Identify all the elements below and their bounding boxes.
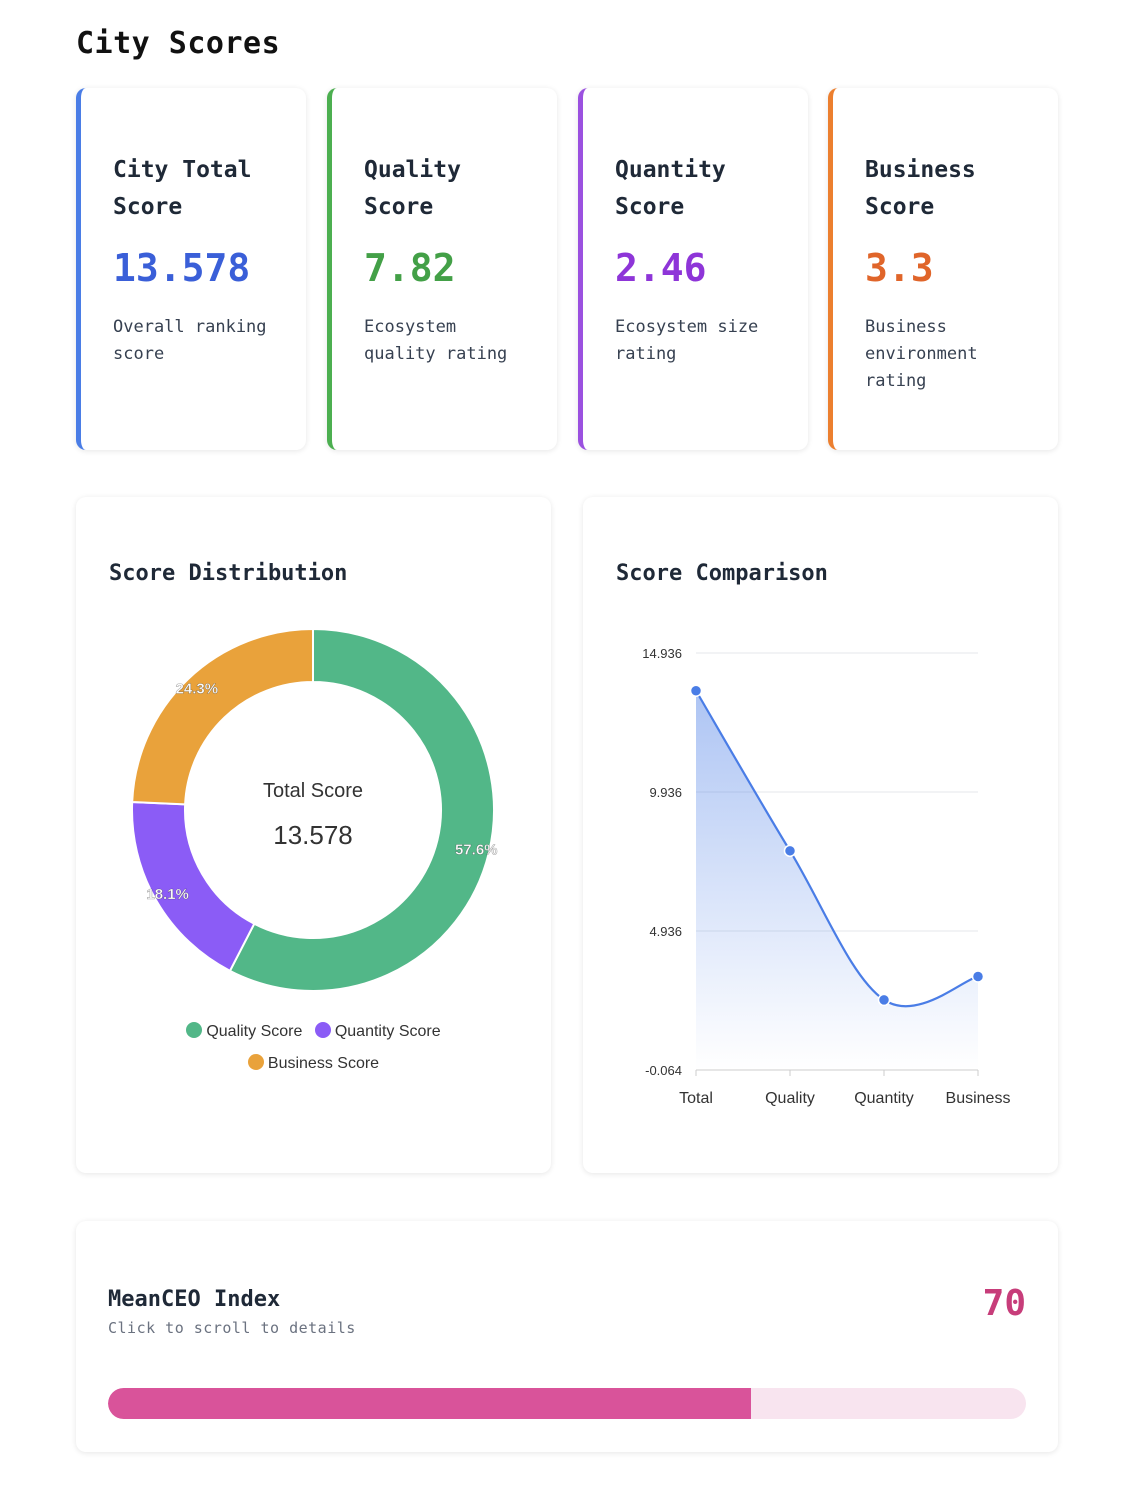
card-value: 3.3 — [865, 246, 934, 290]
legend-item-quantity[interactable]: Quantity Score — [314, 1022, 441, 1041]
index-progress-fill — [108, 1388, 751, 1419]
data-point-total[interactable] — [689, 684, 703, 698]
x-tick-label: Total — [679, 1090, 713, 1107]
donut-data-label: 57.6% — [455, 842, 498, 859]
page-title: City Scores — [76, 26, 281, 61]
data-point-business[interactable] — [971, 970, 985, 983]
y-tick-label: -0.064 — [645, 1063, 682, 1078]
card-description: Ecosystem size rating — [615, 317, 759, 364]
donut-data-label: 24.3% — [176, 681, 219, 698]
card-business-score[interactable]: Business Score 3.3 Business environment rat… — [828, 88, 1058, 450]
donut-chart: 57.6% 18.1% 24.3% Total Score 13.578 — [131, 627, 498, 992]
x-tick-label: Quantity — [854, 1090, 914, 1107]
legend-item-quality[interactable]: Quality Score — [186, 1022, 302, 1041]
score-distribution-panel: Score Distribution 57.6% 18.1% 24.3% Total… — [76, 497, 551, 1173]
donut-center-value: 13.578 — [273, 820, 353, 850]
index-value: 70 — [982, 1283, 1026, 1324]
donut-center-label: Total Score — [263, 780, 363, 802]
score-cards: City Total Score 13.578 Overall ranking sc… — [76, 88, 1058, 450]
card-description: Overall ranking score — [113, 317, 267, 364]
card-title: City Total Score — [113, 157, 252, 220]
y-tick-label: 14.936 — [642, 646, 682, 661]
card-value: 7.82 — [364, 246, 456, 290]
x-tick-label: Business — [946, 1090, 1011, 1107]
y-tick-label: 4.936 — [649, 924, 682, 939]
line-series — [695, 690, 979, 1008]
line-chart: 14.936 9.936 4.936 -0.064 Total Quality Quanti… — [642, 646, 1011, 1107]
card-city-total-score[interactable]: City Total Score 13.578 Overall ranking sc… — [76, 88, 306, 450]
meanceo-index-panel[interactable]: MeanCEO Index Click to scroll to details… — [76, 1221, 1058, 1452]
legend-dot — [247, 1054, 264, 1070]
line-area — [696, 690, 978, 1070]
card-description: Ecosystem quality rating — [364, 317, 508, 364]
y-tick-label: 9.936 — [649, 785, 682, 800]
donut-slice-0[interactable] — [228, 627, 495, 992]
card-quantity-score[interactable]: Quantity Score 2.46 Ecosystem size rating — [578, 88, 808, 450]
index-subtitle[interactable]: Click to scroll to details — [108, 1319, 356, 1337]
card-value: 13.578 — [113, 246, 251, 290]
card-title: Quantity Score — [615, 157, 726, 220]
x-tick-label: Quality — [765, 1090, 815, 1107]
donut-legend-row2: Business Score — [76, 1054, 551, 1073]
score-comparison-panel: Score Comparison 14.936 9.936 4.936 -0.064 T… — [583, 497, 1058, 1173]
index-progress-bar — [108, 1388, 1026, 1419]
panel-title: Score Distribution — [109, 561, 348, 586]
legend-item-business[interactable]: Business Score — [247, 1054, 379, 1073]
data-point-quality[interactable] — [783, 844, 797, 858]
card-description: Business environment rating — [865, 317, 978, 391]
legend-dot — [186, 1022, 203, 1038]
card-title: Quality Score — [364, 157, 461, 220]
donut-data-label: 18.1% — [146, 886, 189, 903]
donut-legend: Quality Score Quantity Score — [76, 1022, 551, 1041]
data-point-quantity[interactable] — [877, 993, 891, 1007]
legend-dot — [314, 1022, 331, 1038]
donut-slice-2[interactable] — [131, 627, 314, 806]
index-title: MeanCEO Index — [108, 1287, 281, 1312]
panel-title: Score Comparison — [616, 561, 828, 586]
card-value: 2.46 — [615, 246, 707, 290]
card-quality-score[interactable]: Quality Score 7.82 Ecosystem quality ratin… — [327, 88, 557, 450]
card-title: Business Score — [865, 157, 976, 220]
